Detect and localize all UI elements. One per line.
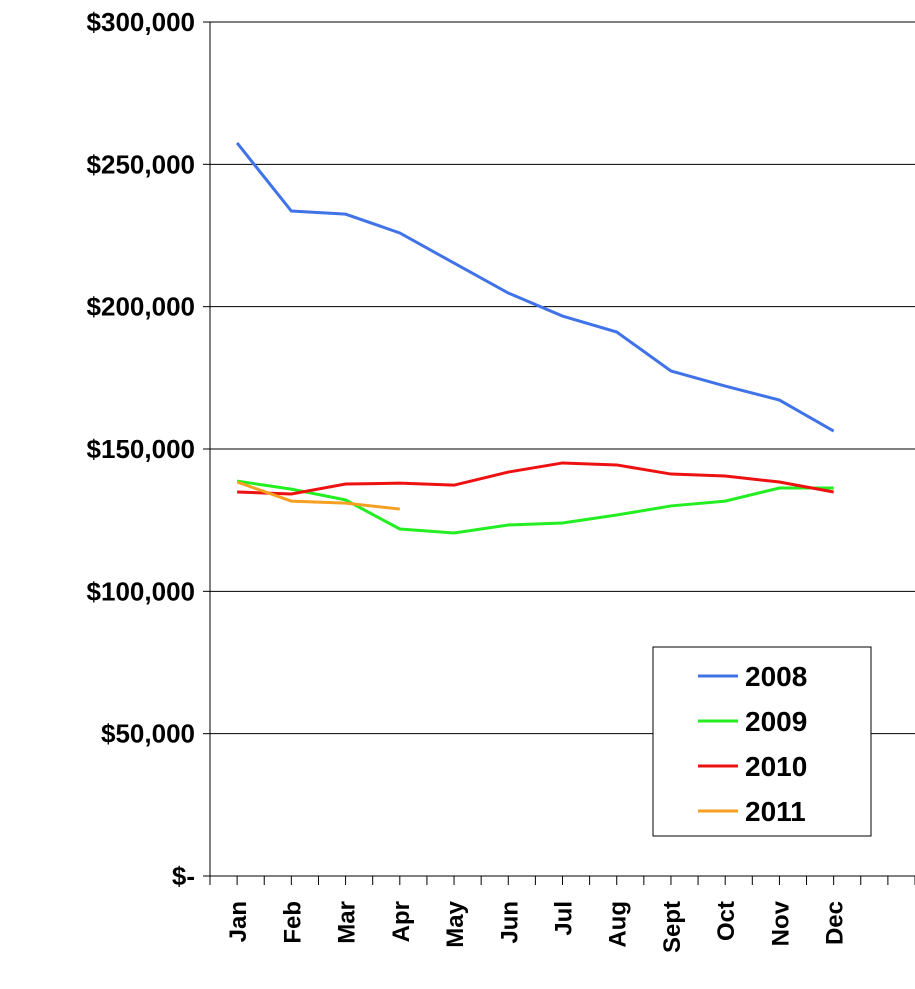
y-tick-label: $200,000 — [87, 292, 195, 322]
series-line — [235, 142, 835, 433]
legend-label: 2008 — [745, 661, 807, 692]
x-tick-label: Sept — [659, 901, 686, 953]
x-tick-label: Aug — [605, 901, 632, 948]
y-tick-label: $50,000 — [101, 719, 195, 749]
x-tick-label: May — [442, 900, 469, 947]
series-line — [236, 480, 400, 511]
x-tick-label: Jan — [225, 901, 252, 942]
series-line — [236, 479, 834, 535]
series-line — [237, 461, 834, 496]
x-tick-label: Nov — [767, 900, 794, 946]
x-tick-label: Mar — [334, 901, 361, 944]
x-tick-label: Feb — [279, 901, 306, 944]
y-tick-label: $150,000 — [87, 434, 195, 464]
legend-label: 2009 — [745, 706, 807, 737]
y-tick-label: $250,000 — [87, 149, 195, 179]
legend-box — [652, 646, 872, 837]
y-tick-label: $300,000 — [87, 7, 195, 37]
x-tick-label: Dec — [822, 901, 849, 945]
legend-label: 2010 — [745, 751, 807, 782]
y-tick-label: $100,000 — [87, 576, 195, 606]
x-tick-label: Oct — [713, 901, 740, 941]
x-tick-label: Apr — [388, 901, 415, 942]
legend-label: 2011 — [745, 796, 806, 827]
y-tick-label: $- — [172, 861, 195, 891]
x-tick-label: Jul — [551, 901, 578, 936]
x-tick-label: Jun — [496, 901, 523, 944]
